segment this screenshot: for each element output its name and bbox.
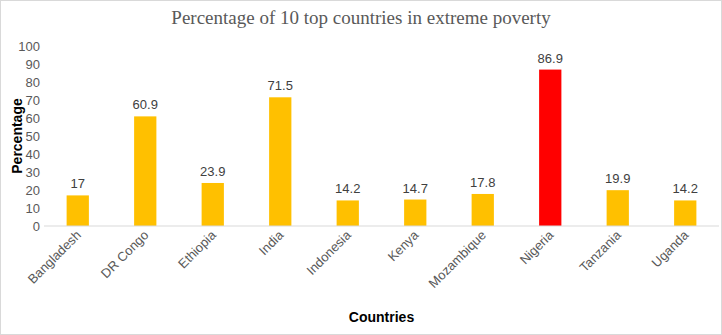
chart-svg: Percentage of 10 top countries in extrem… [0,0,722,335]
x-tick-label: Uganda [649,227,692,270]
x-tick-label: Ethiopia [175,227,219,271]
y-tick-label: 20 [26,183,40,198]
y-tick-label: 30 [26,165,40,180]
x-tick-label: Tanzania [576,227,624,275]
bar [539,70,561,226]
y-tick-label: 80 [26,75,40,90]
x-tick-label: India [256,227,287,258]
data-label: 71.5 [268,78,293,93]
data-label: 17 [71,176,85,191]
y-axis-label: Percentage [9,98,25,174]
x-tick-label: Nigeria [517,227,557,267]
y-tick-label: 10 [26,201,40,216]
bars [67,70,697,226]
data-label: 23.9 [200,164,225,179]
y-tick-label: 50 [26,129,40,144]
x-tick-label: Kenya [385,227,422,264]
data-label: 17.8 [470,175,495,190]
bar [134,116,156,226]
x-axis-line [44,226,719,227]
data-label: 19.9 [605,171,630,186]
data-label: 14.2 [673,181,698,196]
y-tick-label: 90 [26,57,40,72]
x-tick-label: Bangladesh [25,228,84,287]
bar [404,200,426,226]
x-tick-label: Mozambique [426,228,489,291]
bar [472,194,494,226]
bar [337,200,359,226]
chart-container: Percentage of 10 top countries in extrem… [0,0,722,335]
x-tick-label: DR Congo [98,228,152,282]
data-label: 60.9 [133,97,158,112]
y-tick-label: 100 [18,39,40,54]
x-axis-label: Countries [349,309,415,325]
x-tick-label: Indonesia [303,227,354,278]
bar [67,195,89,226]
data-label: 86.9 [538,51,563,66]
y-tick-label: 40 [26,147,40,162]
bar [269,97,291,226]
y-tick-label: 70 [26,93,40,108]
bar [607,190,629,226]
chart-title: Percentage of 10 top countries in extrem… [171,7,551,28]
bar [202,183,224,226]
data-label: 14.7 [403,181,428,196]
y-tick-label: 0 [33,219,40,234]
data-label: 14.2 [335,181,360,196]
y-tick-label: 60 [26,111,40,126]
bar [674,200,696,226]
chart-frame [1,1,722,335]
